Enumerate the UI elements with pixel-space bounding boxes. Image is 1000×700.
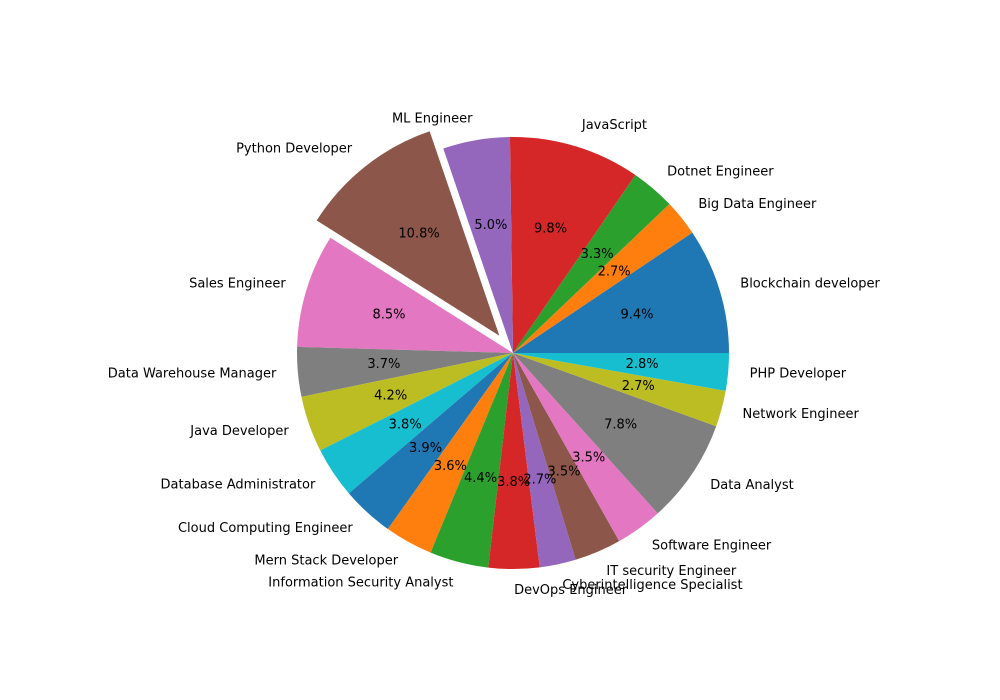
pie-slice-data-analyst: [513, 353, 717, 514]
pct-label-dotnet-engineer: 3.3%: [581, 247, 614, 262]
pct-label-data-warehouse-manager: 3.7%: [367, 357, 400, 372]
pct-label-devops-engineer: 3.8%: [497, 475, 530, 490]
category-label-information-security-analyst: Information Security Analyst: [268, 576, 453, 591]
pct-label-database-administrator: 3.8%: [389, 417, 422, 432]
pct-label-ml-engineer: 5.0%: [474, 218, 507, 233]
pct-label-mern-stack-developer: 3.6%: [434, 459, 467, 474]
category-label-sales-engineer: Sales Engineer: [189, 276, 286, 291]
percentage-labels: 9.4% 2.7% 3.3% 9.8% 5.0% 10.8% 8.5% 3.7% 4.2% 3.8…: [367, 218, 658, 490]
pie-slice-dotnet-engineer: [513, 174, 670, 353]
pct-label-cloud-computing-engineer: 3.9%: [409, 441, 442, 456]
category-label-cloud-computing-engineer: Cloud Computing Engineer: [178, 521, 353, 536]
category-labels: Blockchain developer Big Data Engineer Dot…: [108, 111, 881, 598]
pct-label-java-developer: 4.2%: [374, 388, 407, 403]
category-label-blockchain-developer: Blockchain developer: [740, 276, 880, 291]
pie-slices: [297, 131, 730, 569]
category-label-javascript: JavaScript: [581, 118, 647, 133]
pie-slice-information-security-analyst: [430, 353, 513, 568]
pie-slice-mern-stack-developer: [387, 353, 513, 553]
category-label-data-warehouse-manager: Data Warehouse Manager: [108, 366, 277, 381]
pct-label-it-security-engineer: 3.5%: [547, 465, 580, 480]
pie-slice-devops-engineer: [488, 353, 540, 569]
pie-slice-network-engineer: [513, 353, 726, 427]
category-label-devops-engineer: DevOps Engineer: [514, 583, 628, 598]
category-label-mern-stack-developer: Mern Stack Developer: [254, 553, 398, 568]
category-label-big-data-engineer: Big Data Engineer: [698, 197, 817, 212]
category-label-database-administrator: Database Administrator: [161, 477, 316, 492]
pie-slice-javascript: [509, 137, 636, 353]
pie-slice-big-data-engineer: [513, 204, 693, 353]
pct-label-information-security-analyst: 4.4%: [464, 471, 497, 486]
pie-slice-database-administrator: [320, 353, 513, 494]
pct-label-software-engineer: 3.5%: [572, 451, 605, 466]
pct-label-php-developer: 2.8%: [626, 357, 659, 372]
category-label-software-engineer: Software Engineer: [652, 538, 772, 553]
pie-slice-sales-engineer: [297, 237, 513, 353]
pie-slice-software-engineer: [513, 353, 658, 542]
pct-label-sales-engineer: 8.5%: [373, 308, 406, 323]
category-label-java-developer: Java Developer: [189, 424, 289, 439]
category-label-cyberintelligence-specialist: Cyberintelligence Specialist: [562, 578, 742, 593]
pct-label-blockchain-developer: 9.4%: [620, 308, 653, 323]
pie-slice-ml-engineer: [443, 137, 513, 353]
pct-label-javascript: 9.8%: [534, 221, 567, 236]
category-label-php-developer: PHP Developer: [750, 366, 847, 381]
pie-slice-data-warehouse-manager: [297, 346, 513, 397]
pie-slice-blockchain-developer: [513, 232, 730, 353]
pct-label-data-analyst: 7.8%: [604, 418, 637, 433]
category-label-data-analyst: Data Analyst: [710, 478, 793, 493]
pie-slice-python-developer: [316, 131, 500, 336]
category-label-network-engineer: Network Engineer: [743, 407, 860, 422]
pie-slice-php-developer: [513, 353, 729, 391]
category-label-python-developer: Python Developer: [236, 142, 353, 157]
category-label-ml-engineer: ML Engineer: [392, 111, 473, 126]
pct-label-big-data-engineer: 2.7%: [598, 264, 631, 279]
pie-slice-it-security-engineer: [513, 353, 620, 560]
pie-slice-java-developer: [301, 353, 513, 451]
category-label-dotnet-engineer: Dotnet Engineer: [667, 165, 774, 180]
pie-slice-cloud-computing-engineer: [348, 353, 513, 530]
pie-slice-cyberintelligence-specialist: [513, 353, 576, 568]
pct-label-cyberintelligence-specialist: 2.7%: [523, 472, 556, 487]
pct-label-python-developer: 10.8%: [398, 227, 439, 242]
category-label-it-security-engineer: IT security Engineer: [606, 564, 736, 579]
pct-label-network-engineer: 2.7%: [622, 379, 655, 394]
